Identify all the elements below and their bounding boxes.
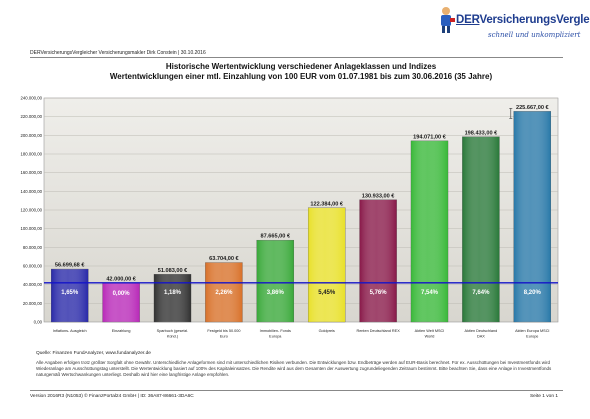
bar-value-label: 198.433,00 €	[465, 130, 499, 136]
y-tick-label: 200.000,00	[20, 133, 42, 138]
bar-rate-label: 1,65%	[61, 290, 79, 296]
y-tick-label: 80.000,00	[23, 245, 43, 250]
bar-value-label: 63.704,00 €	[209, 256, 239, 262]
bar-rate-label: 1,18%	[164, 290, 182, 296]
x-category-label: Europe	[526, 335, 538, 339]
y-tick-label: 40.000,00	[23, 282, 43, 287]
x-category-label: World	[425, 335, 435, 339]
x-category-label: Renten Deutschland REX	[356, 329, 400, 333]
chart-title: Historische Wertentwicklung verschiedene…	[165, 62, 437, 71]
y-tick-label: 60.000,00	[23, 264, 43, 269]
y-tick-label: 240.000,00	[20, 96, 42, 101]
bar-value-label: 56.699,68 €	[55, 263, 85, 269]
bar-value-label: 42.000,00 €	[106, 276, 136, 282]
y-tick-label: 180.000,00	[20, 152, 42, 157]
page-number: Seite 1 von 1	[529, 394, 558, 399]
x-category-label: Aktien Deutschland	[465, 329, 498, 333]
x-category-label: DAX	[477, 335, 485, 339]
bar-highlight	[205, 262, 243, 322]
y-tick-label: 20.000,00	[23, 301, 43, 306]
source-note: Quelle: Finanzen FundAnalyzer, www.funda…	[36, 351, 151, 356]
bar-rate-label: 5,45%	[318, 290, 336, 296]
x-category-label: Inflations- Ausgleich	[53, 329, 87, 333]
disclaimer-text: Alle Angaben erfolgen trotz größter Sorg…	[36, 360, 552, 377]
bar-rate-label: 0,00%	[113, 291, 131, 297]
bar-highlight	[462, 136, 500, 322]
company-header: DERVersicherungsVergleicher Versicherung…	[30, 50, 206, 56]
bar-highlight	[256, 240, 294, 322]
bar-rate-label: 8,20%	[524, 290, 542, 296]
bar-value-label: 130.933,00 €	[362, 193, 396, 199]
y-tick-label: 100.000,00	[20, 226, 42, 231]
header-divider	[30, 57, 563, 58]
bar-value-label: 51.083,00 €	[158, 268, 188, 274]
y-tick-label: 0,00	[34, 320, 43, 325]
x-category-label: Aktien Welt MSCI	[415, 329, 445, 333]
bar-value-label: 87.665,00 €	[261, 234, 291, 240]
x-category-label: Künd.)	[167, 335, 179, 339]
y-tick-label: 140.000,00	[20, 189, 42, 194]
version-info: Version 2016R3 (N1053) © FinanzPortal24 …	[30, 394, 194, 399]
bar-value-label: 194.071,00 €	[413, 134, 447, 140]
x-category-label: Sparbuch (gesetzl.	[157, 329, 189, 333]
bar-highlight	[308, 207, 346, 322]
footer-divider	[30, 390, 563, 391]
bar-rate-label: 7,54%	[421, 290, 439, 296]
brand-wordmark: DERVersicherungsVergleicher	[456, 14, 590, 26]
x-category-label: Goldpreis	[319, 329, 335, 333]
chart-subtitle: Wertentwicklungen einer mtl. Einzahlung …	[109, 72, 493, 81]
bar-highlight	[359, 199, 397, 322]
y-tick-label: 220.000,00	[20, 114, 42, 119]
brand-logo: DERVersicherungsVergleicher schnell und …	[428, 4, 590, 44]
bar-highlight	[410, 140, 449, 322]
y-tick-label: 160.000,00	[20, 170, 42, 175]
y-tick-label: 120.000,00	[20, 208, 42, 213]
bar-rate-label: 2,26%	[215, 290, 233, 296]
bar-highlight	[51, 269, 89, 322]
bar-value-label: 122.384,00 €	[310, 201, 344, 207]
bar-rate-label: 7,64%	[472, 290, 490, 296]
x-category-label: Aktien Europa MSCI	[515, 329, 549, 333]
x-category-label: Festgeld bis 50.000	[207, 329, 240, 333]
bar-highlight	[102, 282, 140, 322]
bar-rate-label: 5,76%	[370, 290, 388, 296]
bar-highlight	[153, 274, 192, 322]
brand-tagline: schnell und unkompliziert	[488, 31, 581, 39]
x-category-label: Immobilien- Fonds	[260, 329, 291, 333]
x-category-label: Euro	[220, 335, 228, 339]
x-category-label: Europa	[269, 335, 282, 339]
bar-rate-label: 3,86%	[267, 290, 285, 296]
bar-chart: 0,00 20.000,00 40.000,00 60.000,00 80.000,00…	[20, 96, 559, 339]
bar-highlight	[513, 111, 551, 322]
x-category-label: Einzahlung	[112, 329, 131, 333]
person-figure-icon	[441, 7, 455, 33]
bar-value-label: 225.667,00 €	[516, 105, 550, 111]
